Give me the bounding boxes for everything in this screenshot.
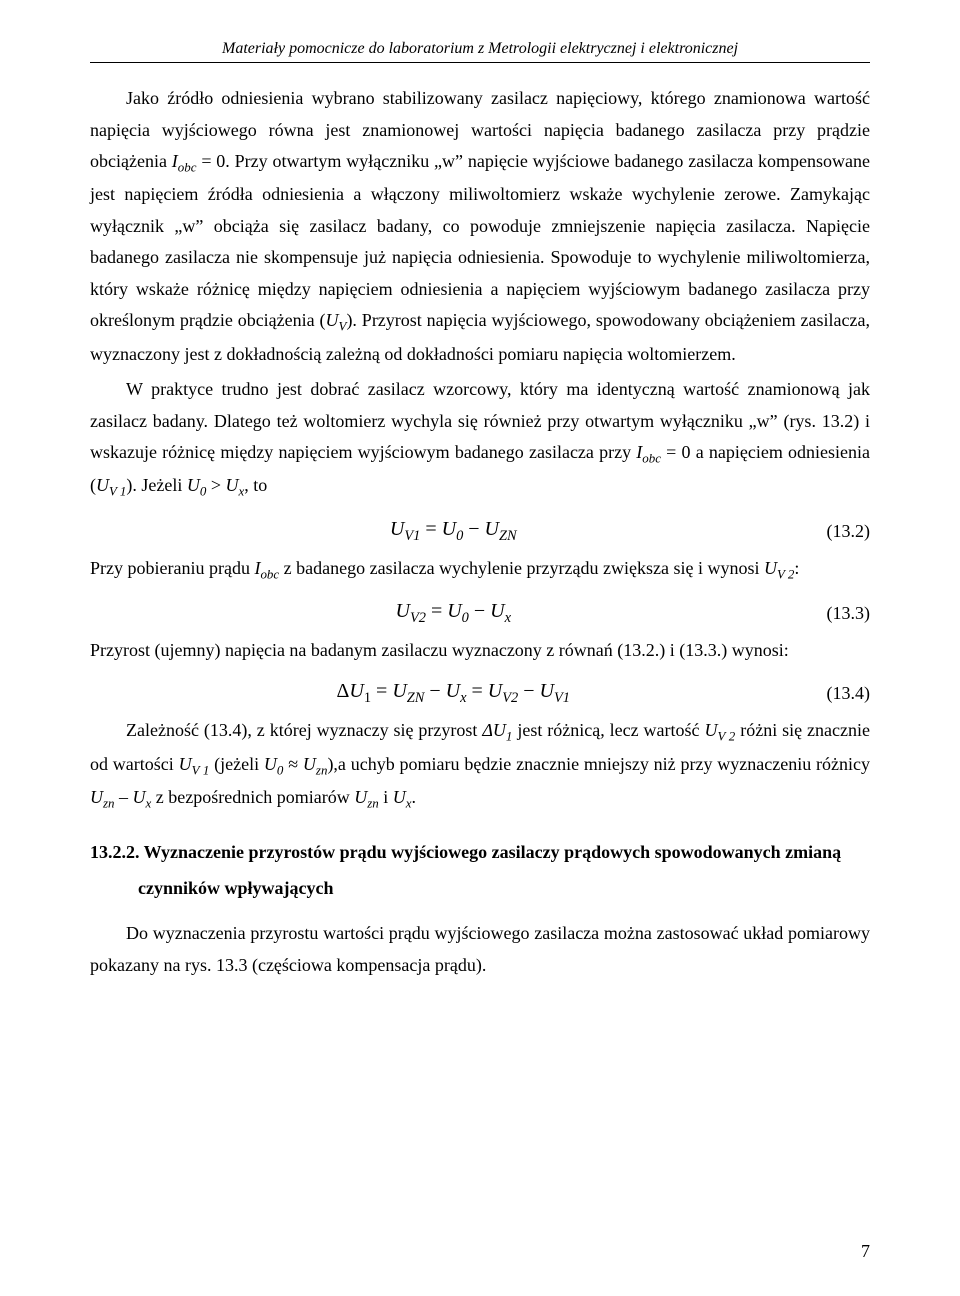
text: i xyxy=(379,787,393,807)
paragraph-5: Zależność (13.4), z której wyznaczy się … xyxy=(90,715,870,815)
text: Zależność (13.4), z której wyznaczy się … xyxy=(126,720,482,740)
page-header: Materiały pomocnicze do laboratorium z M… xyxy=(90,40,870,63)
equation-13-2: UV1 = U0 − UZN (13.2) xyxy=(90,518,870,545)
equation-number: (13.2) xyxy=(817,521,871,542)
equation-body: UV1 = U0 − UZN xyxy=(90,518,817,545)
minus: – xyxy=(115,787,133,807)
section-heading: 13.2.2. Wyznaczenie przyrostów prądu wyj… xyxy=(90,837,870,869)
sym-UV1: UV 1 xyxy=(96,475,126,495)
sym-Ux: Ux xyxy=(393,787,412,807)
text: : xyxy=(794,558,799,578)
equation-13-4: ΔU1 = UZN − Ux = UV2 − UV1 (13.4) xyxy=(90,680,870,707)
equation-13-3: UV2 = U0 − Ux (13.3) xyxy=(90,600,870,627)
sym-Ux: Ux xyxy=(226,475,245,495)
equation-body: UV2 = U0 − Ux xyxy=(90,600,817,627)
equation-number: (13.3) xyxy=(817,603,871,624)
text: . xyxy=(412,787,417,807)
sym-Uzn: Uzn xyxy=(90,787,115,807)
approx: ≈ xyxy=(283,754,303,774)
sym-Ux: Ux xyxy=(133,787,152,807)
text: jest różnicą, lecz wartość xyxy=(512,720,704,740)
text: ),a uchyb pomiaru będzie znacznie mniejs… xyxy=(327,754,870,774)
paragraph-6: Do wyznaczenia przyrostu wartości prądu … xyxy=(90,918,870,981)
text: Przy pobieraniu prądu xyxy=(90,558,254,578)
text: z bezpośrednich pomiarów xyxy=(151,787,354,807)
text: , to xyxy=(244,475,267,495)
sym-Iobc: Iobc xyxy=(172,151,197,171)
gt: > xyxy=(206,475,225,495)
text: ). Jeżeli xyxy=(126,475,186,495)
paragraph-3: Przy pobieraniu prądu Iobc z badanego za… xyxy=(90,553,870,586)
paragraph-2: W praktyce trudno jest dobrać zasilacz w… xyxy=(90,374,870,504)
sym-Uzn: Uzn xyxy=(354,787,379,807)
sym-UV1: UV 1 xyxy=(179,754,210,774)
equation-number: (13.4) xyxy=(817,683,871,704)
paragraph-1: Jako źródło odniesienia wybrano stabiliz… xyxy=(90,83,870,370)
section-heading-sub: czynników wpływających xyxy=(90,873,870,905)
sym-UV: UV xyxy=(326,310,347,330)
sym-Uzn: Uzn xyxy=(303,754,328,774)
sym-Iobc: Iobc xyxy=(636,442,661,462)
text: (jeżeli xyxy=(209,754,264,774)
sym-UV2: UV 2 xyxy=(764,558,794,578)
equation-body: ΔU1 = UZN − Ux = UV2 − UV1 xyxy=(90,680,817,707)
sym-U0: U0 xyxy=(264,754,283,774)
sym-U0: U0 xyxy=(187,475,206,495)
page-number: 7 xyxy=(861,1241,870,1262)
text: z badanego zasilacza wychylenie przyrząd… xyxy=(279,558,764,578)
sym-dU1: ΔU1 xyxy=(482,720,512,740)
sym-Iobc: Iobc xyxy=(254,558,279,578)
sym-UV2: UV 2 xyxy=(704,720,735,740)
text: = 0. Przy otwartym wyłączniku „w” napięc… xyxy=(90,151,870,330)
paragraph-4: Przyrost (ujemny) napięcia na badanym za… xyxy=(90,635,870,667)
